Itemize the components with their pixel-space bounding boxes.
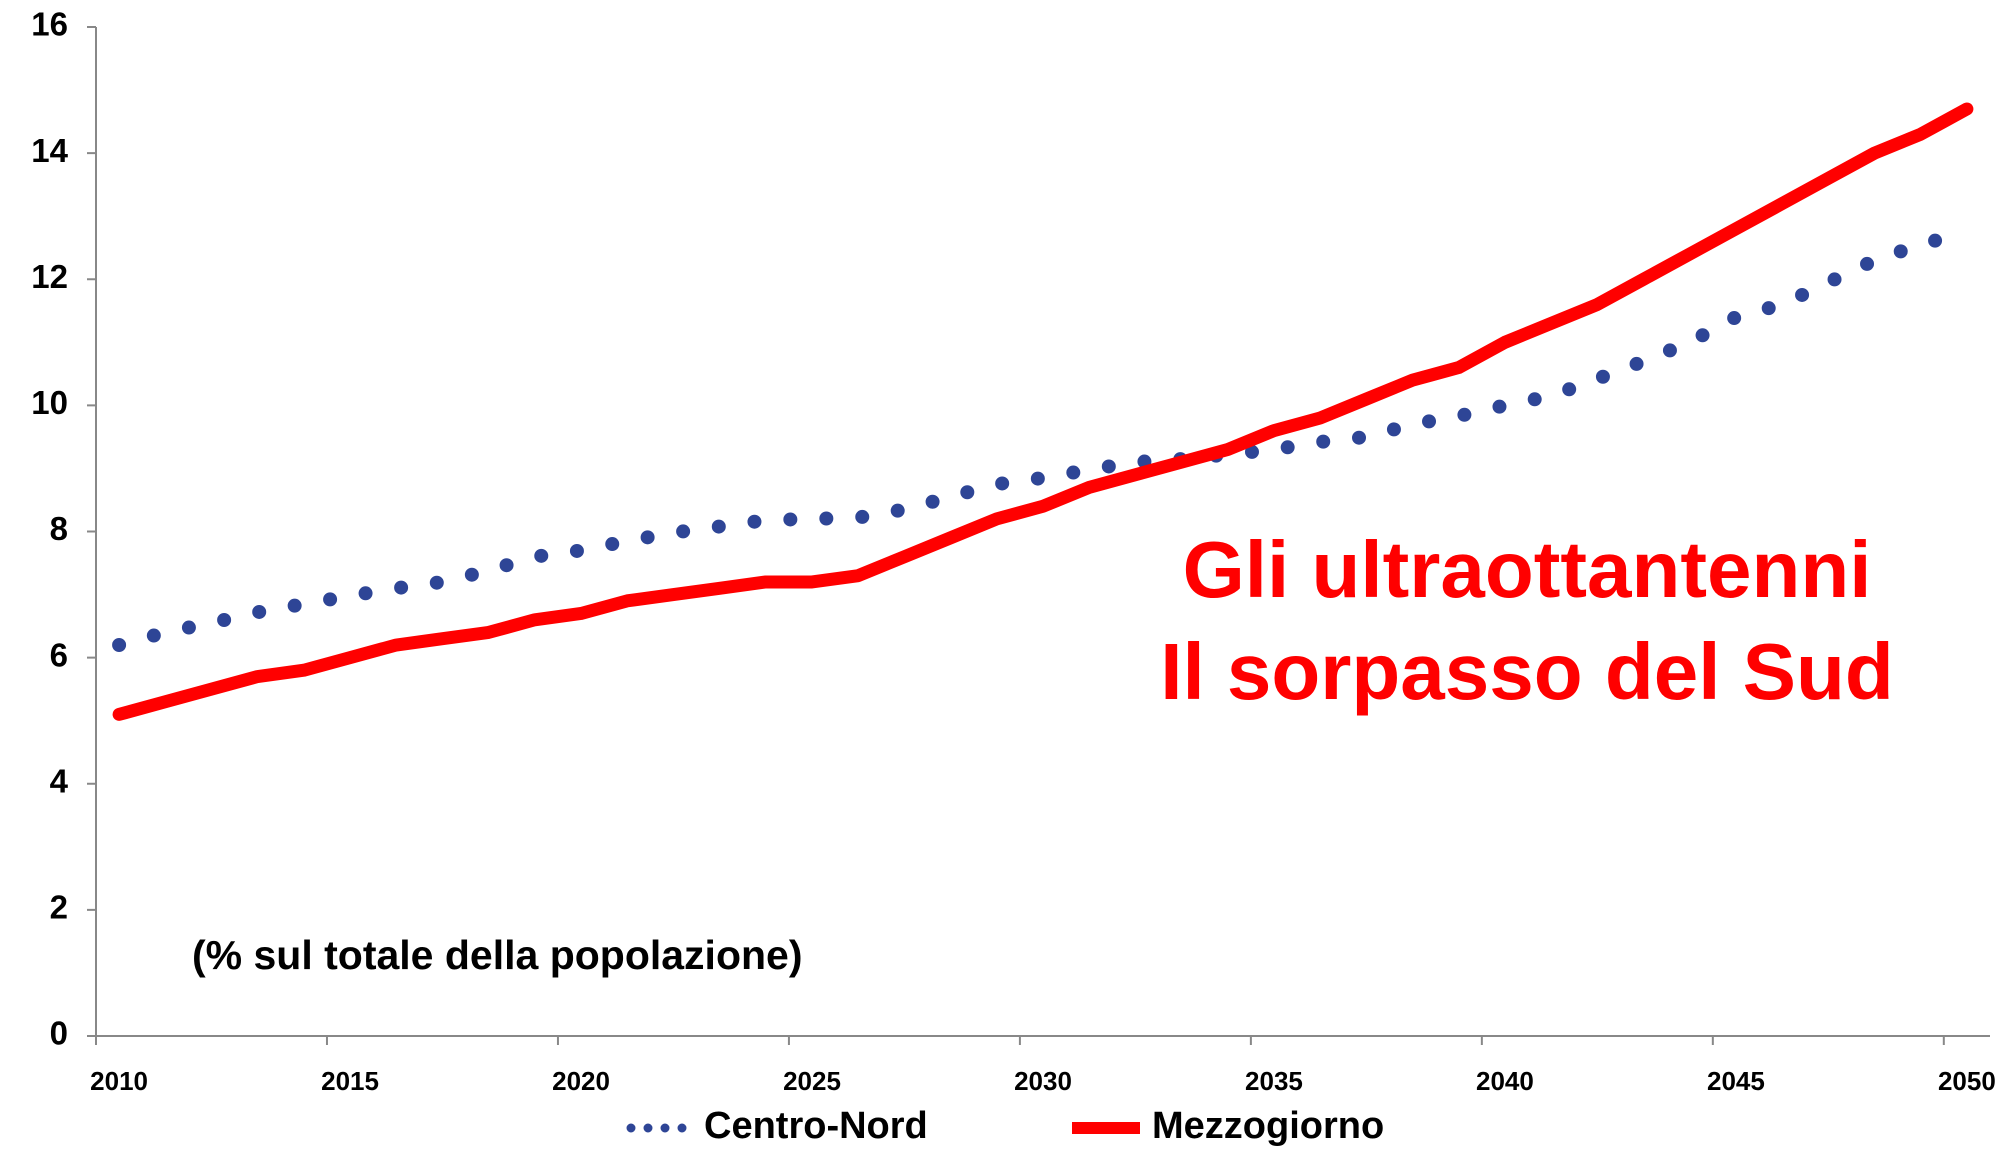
y-tick-label: 4: [50, 762, 69, 799]
series-line: [112, 224, 1974, 653]
legend-label: Centro-Nord: [704, 1105, 928, 1147]
y-tick-label: 16: [31, 6, 68, 43]
x-tick-label: 2040: [1476, 1066, 1534, 1096]
x-tick-label: 2025: [783, 1066, 841, 1096]
y-tick-label: 14: [31, 132, 68, 169]
x-tick-label: 2010: [90, 1066, 148, 1096]
y-tick-label: 10: [31, 384, 68, 421]
y-tick-label: 0: [50, 1015, 68, 1052]
x-tick-label: 2035: [1245, 1066, 1303, 1096]
y-tick-label: 8: [50, 510, 68, 547]
legend-label: Mezzogiorno: [1152, 1105, 1384, 1147]
annotation: Il sorpasso del Sud: [1160, 627, 1894, 716]
y-tick-label: 6: [50, 636, 68, 673]
y-tick-label: 2: [50, 889, 68, 926]
x-tick-label: 2020: [552, 1066, 610, 1096]
annotation: Gli ultraottantenni: [1183, 525, 1872, 614]
series-line: [112, 102, 1974, 721]
note: (% sul totale della popolazione): [192, 932, 803, 978]
x-tick-label: 2050: [1938, 1066, 1996, 1096]
x-tick-label: 2030: [1014, 1066, 1072, 1096]
x-tick-label: 2045: [1707, 1066, 1765, 1096]
x-tick-label: 2015: [321, 1066, 379, 1096]
y-tick-label: 12: [31, 258, 68, 295]
